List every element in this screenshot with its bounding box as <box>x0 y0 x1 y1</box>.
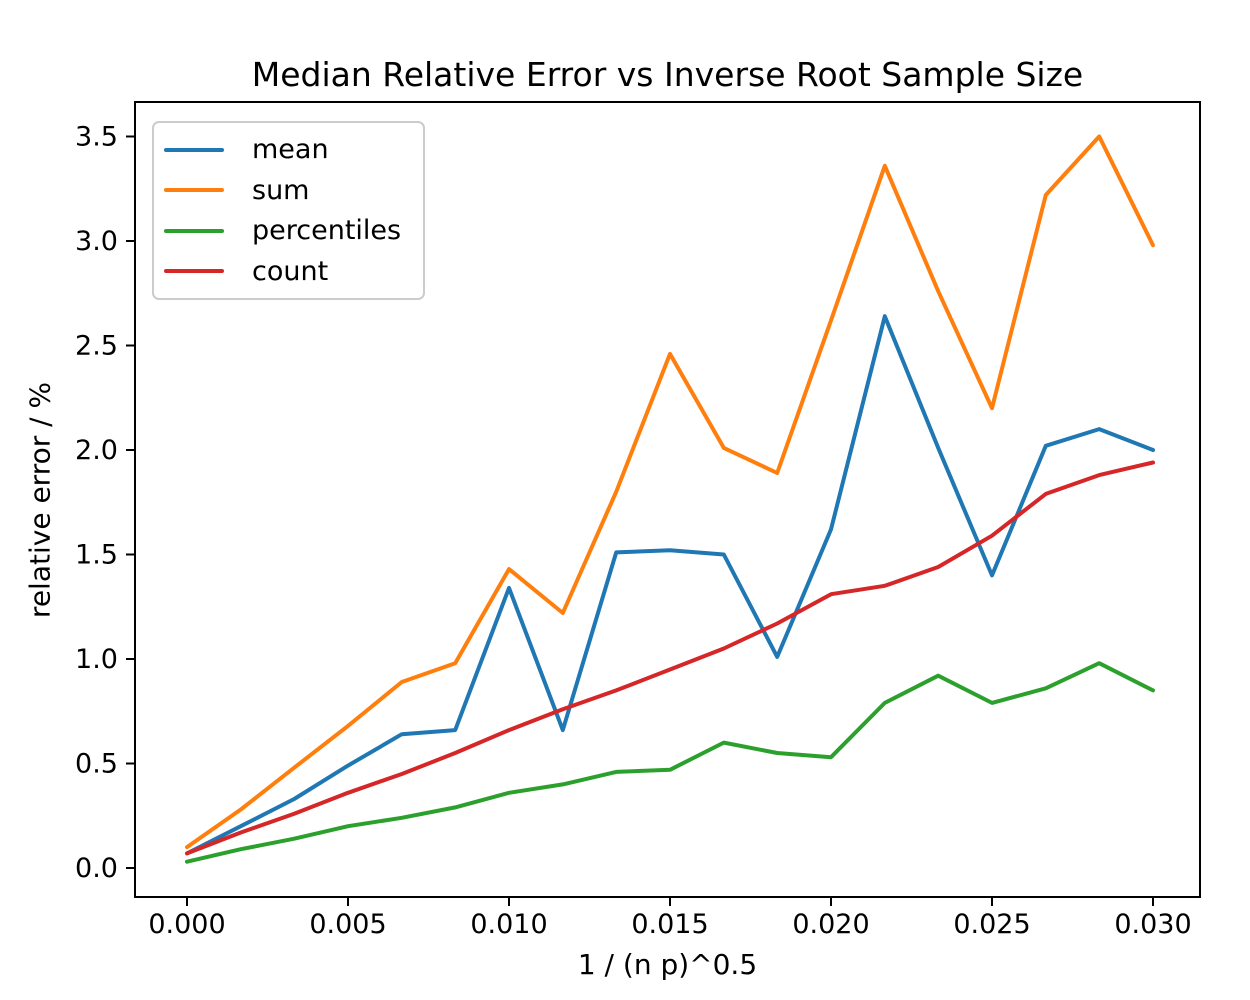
x-tick-label: 0.015 <box>631 909 708 940</box>
y-tick-label: 0.0 <box>75 853 118 884</box>
legend-label-sum: sum <box>252 174 310 206</box>
y-tick-label: 2.0 <box>75 435 118 466</box>
legend-entry-percentiles: percentiles <box>164 217 423 244</box>
y-tick-label: 2.5 <box>75 331 118 362</box>
x-tick-label: 0.000 <box>148 909 225 940</box>
x-tick-label: 0.030 <box>1114 909 1191 940</box>
x-tick-label: 0.020 <box>792 909 869 940</box>
y-tick-label: 1.0 <box>75 644 118 675</box>
legend-entry-sum: sum <box>164 177 423 204</box>
x-tick-label: 0.025 <box>953 909 1030 940</box>
legend-label-percentiles: percentiles <box>252 215 402 247</box>
x-tick-label: 0.005 <box>309 909 386 940</box>
legend-label-count: count <box>252 255 329 287</box>
y-tick-label: 0.5 <box>75 749 118 780</box>
series-line-percentiles <box>185 661 1155 864</box>
series-line-count <box>185 460 1155 856</box>
axes-spines <box>134 101 1201 898</box>
y-axis-label: relative error / % <box>23 381 57 619</box>
x-axis-label: 1 / (n p)^0.5 <box>577 948 758 981</box>
legend-line-sample-sum <box>164 188 224 193</box>
legend-line-sample-mean <box>164 147 224 152</box>
legend-line-sample-percentiles <box>164 228 224 233</box>
legend-label-mean: mean <box>252 134 329 166</box>
series-line-sum <box>185 134 1155 850</box>
series-line-mean <box>185 314 1155 856</box>
x-tick-label: 0.010 <box>470 909 547 940</box>
legend-entry-count: count <box>164 258 423 285</box>
legend-entry-mean: mean <box>164 136 423 163</box>
legend-box: mean sum percentiles count <box>152 121 425 300</box>
chart-title: Median Relative Error vs Inverse Root Sa… <box>251 55 1084 94</box>
legend-line-sample-count <box>164 269 224 274</box>
y-tick-label: 1.5 <box>75 540 118 571</box>
y-tick-label: 3.0 <box>75 226 118 257</box>
y-tick-label: 3.5 <box>75 122 118 153</box>
